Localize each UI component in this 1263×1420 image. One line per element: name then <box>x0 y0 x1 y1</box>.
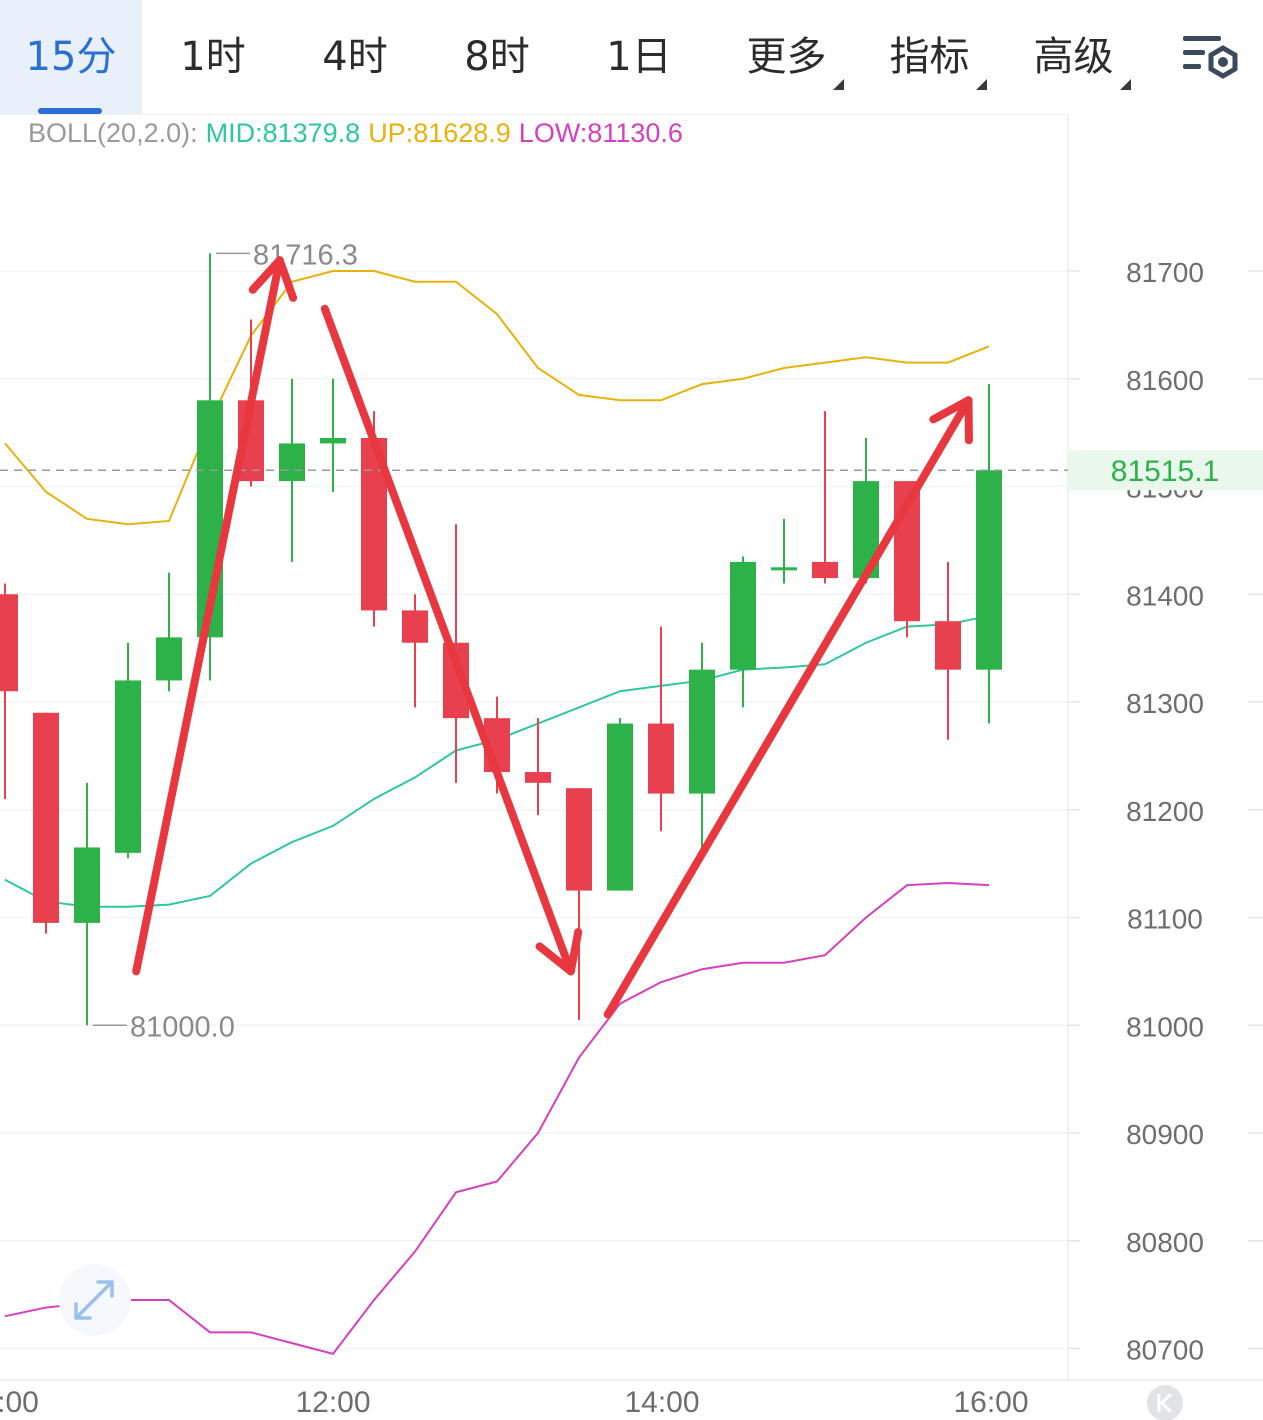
boll-up-value: UP:81628.9 <box>368 118 511 148</box>
tab-label: 高级 <box>1033 34 1114 80</box>
candle-body <box>74 847 100 923</box>
boll-upper-line <box>4 270 990 526</box>
candle-body <box>320 438 346 444</box>
y-tick-label: 80800 <box>1126 1227 1204 1258</box>
x-tick-label: 16:00 <box>953 1386 1028 1419</box>
current-price-tag <box>1068 450 1263 491</box>
candle-body <box>812 561 838 579</box>
candle-body <box>525 772 551 783</box>
candle-body <box>279 443 305 482</box>
candle-body <box>607 723 633 891</box>
chevron-icon <box>1157 1392 1173 1414</box>
y-tick-label: 81700 <box>1126 257 1204 288</box>
y-tick-label: 81200 <box>1126 796 1204 827</box>
candle-body <box>156 637 182 681</box>
annotation-arrowhead <box>275 256 298 302</box>
tab-label: 指标 <box>889 34 970 80</box>
dropdown-caret-icon <box>1119 79 1131 90</box>
boll-label: BOLL(20,2.0): <box>28 118 198 148</box>
candle-body <box>0 594 18 692</box>
tab-label: 4时 <box>322 34 388 80</box>
annotation-arrowhead <box>535 942 575 976</box>
candle-body <box>33 712 59 923</box>
y-tick-label: 81000 <box>1126 1011 1204 1042</box>
x-tick-label: :00 <box>0 1386 39 1419</box>
y-tick-label: 80700 <box>1126 1335 1204 1366</box>
tab-4h[interactable]: 4时 <box>284 0 426 114</box>
annotation-arrow <box>320 304 575 976</box>
boll-legend: BOLL(20,2.0): MID:81379.8 UP:81628.9 LOW:81… <box>28 118 691 149</box>
chart-settings-button[interactable] <box>1160 0 1260 114</box>
boll-mid-value: MID:81379.8 <box>205 118 361 148</box>
annotation-arrowhead <box>929 396 973 424</box>
tab-label: 更多 <box>746 34 827 80</box>
price-axis-panel <box>1068 114 1263 1420</box>
candle-body <box>976 470 1002 670</box>
active-tab-indicator <box>38 108 102 114</box>
tab-indicators[interactable]: 指标 <box>868 0 1008 114</box>
dropdown-caret-icon <box>975 79 987 90</box>
tab-1h[interactable]: 1时 <box>142 0 284 114</box>
annotation-arrow <box>603 396 973 1019</box>
candle-body <box>648 723 674 794</box>
y-tick-label: 81100 <box>1127 904 1203 935</box>
chart-settings-icon <box>1183 36 1238 79</box>
current-price-label: 81515.1 <box>1111 455 1219 488</box>
dropdown-caret-icon <box>832 79 844 90</box>
x-tick-label: 12:00 <box>295 1386 370 1419</box>
tab-label: 8时 <box>464 34 530 80</box>
interval-tab-bar: 15分 1时 4时 8时 1日 更多 指标 高级 <box>0 0 1263 115</box>
expand-arrows-icon <box>74 1280 114 1320</box>
tab-label: 1时 <box>180 34 246 80</box>
y-tick-label: 81300 <box>1126 688 1204 719</box>
annotation-arrowhead <box>566 928 583 976</box>
y-tick-label: 80900 <box>1126 1119 1204 1150</box>
candle-body <box>115 680 141 853</box>
tab-1d[interactable]: 1日 <box>568 0 710 114</box>
boll-lower-line <box>4 882 990 1356</box>
low-price-label: 81000.0 <box>130 1011 235 1043</box>
tab-label: 15分 <box>25 34 117 80</box>
candle-body <box>402 610 428 643</box>
tab-15min[interactable]: 15分 <box>0 0 142 114</box>
y-tick-label: 81400 <box>1126 580 1204 611</box>
tab-more[interactable]: 更多 <box>725 0 865 114</box>
annotation-arrowhead <box>248 256 284 294</box>
expand-chart-button[interactable] <box>59 1264 131 1336</box>
tab-advanced[interactable]: 高级 <box>1012 0 1152 114</box>
candle-body <box>730 561 756 670</box>
candlestick-chart[interactable]: 8170081600815008140081300812008110081000… <box>0 114 1263 1420</box>
scroll-latest-icon <box>1147 1385 1183 1420</box>
tab-label: 1日 <box>606 34 672 80</box>
x-tick-label: 14:00 <box>624 1386 699 1419</box>
y-tick-label: 81600 <box>1126 365 1204 396</box>
boll-low-value: LOW:81130.6 <box>518 118 683 148</box>
candle-body <box>771 567 797 571</box>
candle-body <box>566 788 592 891</box>
tab-8h[interactable]: 8时 <box>426 0 568 114</box>
candle-body <box>689 669 715 794</box>
scroll-to-latest-button[interactable] <box>1147 1385 1183 1420</box>
annotation-arrow <box>132 256 284 976</box>
candle-body <box>935 621 961 670</box>
